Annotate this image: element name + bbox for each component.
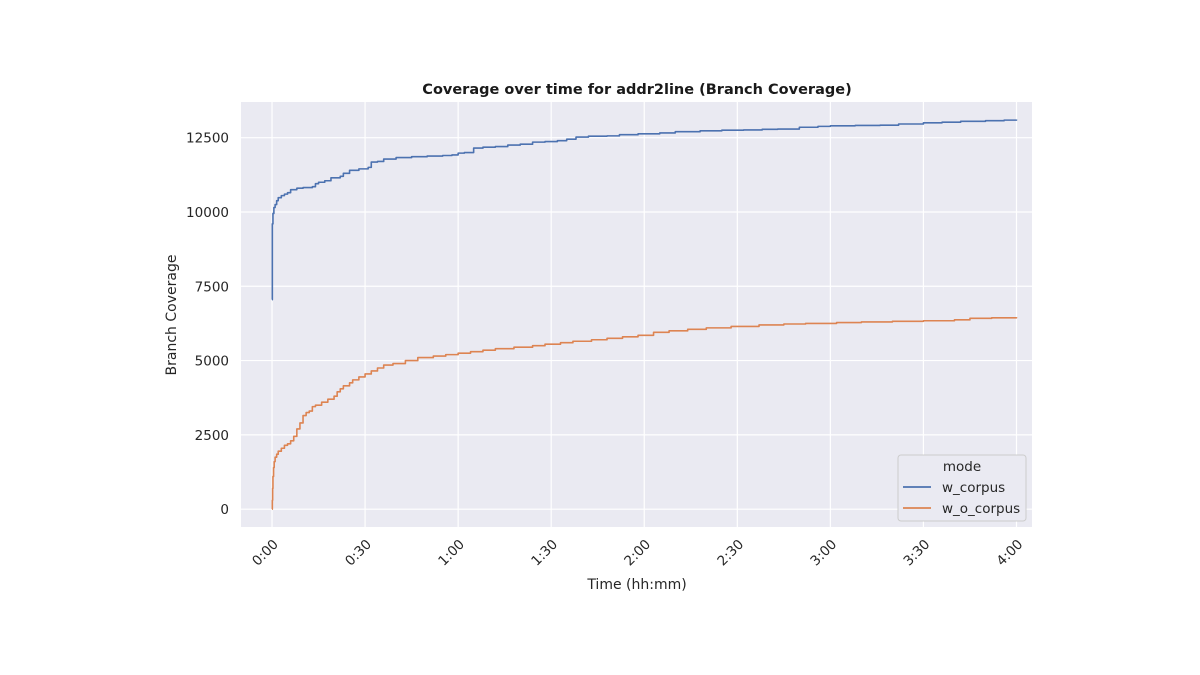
x-tick-labels: 0:00 0:30 1:00 1:30 2:00 2:30 3:00 3:30 4:00 [249, 537, 1026, 570]
y-tick-labels: 0 2500 5000 7500 10000 12500 [186, 131, 229, 519]
x-tick-label: 3:30 [901, 537, 934, 570]
x-tick-label: 3:00 [807, 537, 840, 570]
x-tick-label: 4:00 [994, 537, 1027, 570]
x-axis-label: Time (hh:mm) [586, 577, 686, 593]
x-gridlines [271, 102, 1018, 527]
legend-title: mode [943, 459, 981, 475]
y-tick-label: 5000 [195, 354, 229, 370]
x-tick-label: 1:30 [528, 537, 561, 570]
y-tick-label: 12500 [186, 131, 229, 147]
x-tick-label: 2:00 [621, 537, 654, 570]
x-tick-label: 2:30 [714, 537, 747, 570]
y-tick-label: 7500 [195, 279, 229, 295]
series-line-w-corpus [271, 119, 1018, 301]
legend-label-w-corpus: w_corpus [942, 480, 1005, 496]
x-tick-label: 1:00 [435, 537, 468, 570]
series-line-w-o-corpus [271, 316, 1018, 510]
y-tick-label: 0 [220, 502, 229, 518]
x-tick-label: 0:00 [249, 537, 282, 570]
x-tick-label: 0:30 [342, 537, 375, 570]
legend-box [897, 454, 1027, 522]
legend-label-w-o-corpus: w_o_corpus [942, 501, 1020, 517]
chart-title: Coverage over time for addr2line (Branch… [422, 82, 851, 98]
series-lines [271, 119, 1018, 510]
y-tick-label: 2500 [195, 428, 229, 444]
y-axis-label: Branch Coverage [164, 255, 180, 376]
y-tick-label: 10000 [186, 205, 229, 221]
legend: mode w_corpus w_o_corpus [897, 454, 1027, 522]
